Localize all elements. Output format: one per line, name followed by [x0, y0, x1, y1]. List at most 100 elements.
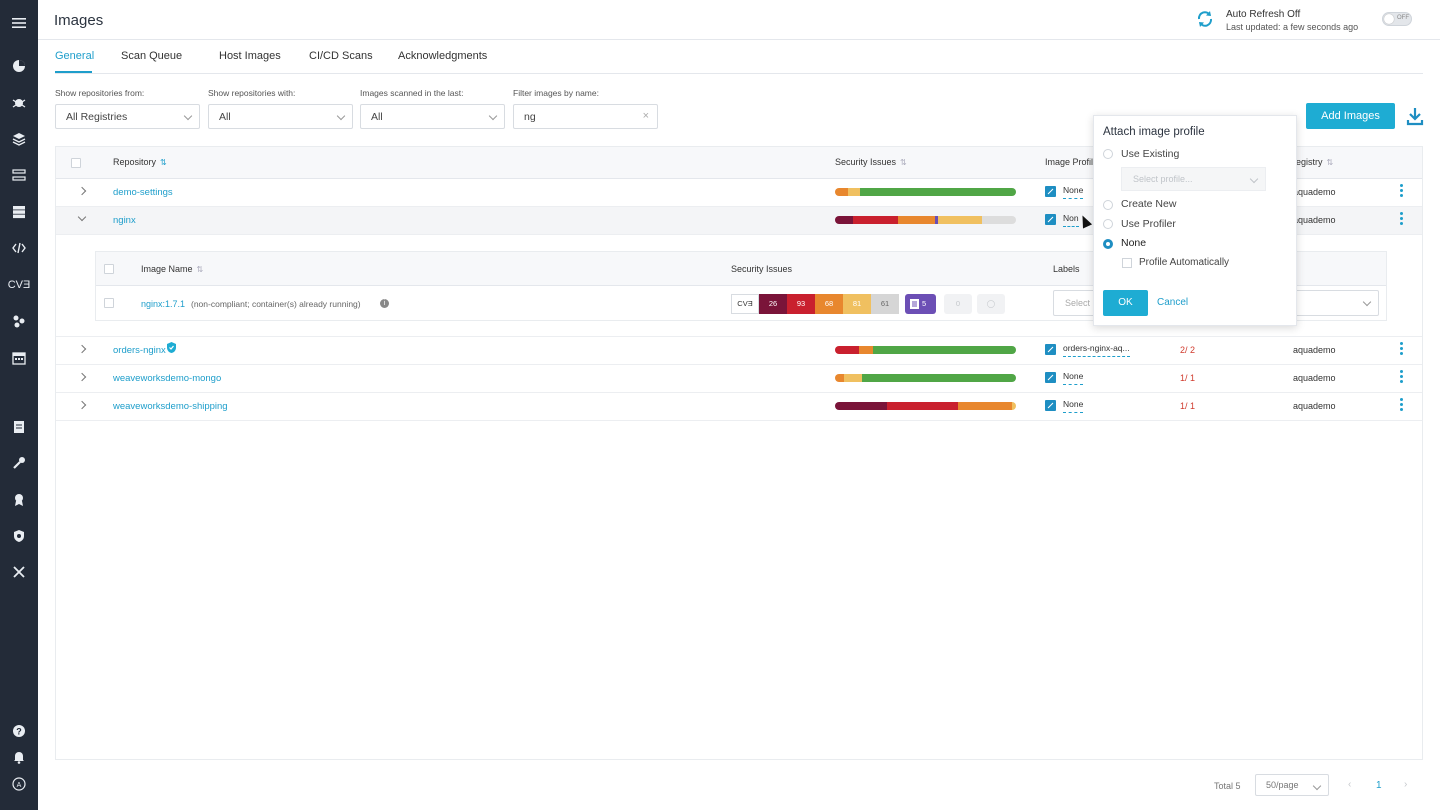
server-icon[interactable]: [9, 202, 29, 222]
registry-select[interactable]: All Registries: [55, 104, 200, 129]
scanned-period-select[interactable]: All: [360, 104, 505, 129]
add-images-button[interactable]: Add Images: [1306, 103, 1395, 129]
select-all-checkbox[interactable]: [71, 158, 81, 168]
code-icon[interactable]: [9, 238, 29, 258]
column-image-name[interactable]: Image Name ⇅: [141, 264, 203, 274]
download-icon[interactable]: [1406, 106, 1424, 126]
tab-acknowledgments[interactable]: Acknowledgments: [398, 50, 488, 62]
user-icon[interactable]: A: [9, 774, 29, 794]
layers-icon[interactable]: [9, 129, 29, 149]
repository-link[interactable]: weaveworksdemo-shipping: [113, 401, 228, 412]
calendar-icon[interactable]: [9, 348, 29, 368]
security-issues-bar: [835, 374, 1016, 382]
more-actions-icon[interactable]: [1400, 184, 1404, 200]
image-name-filter-input[interactable]: ng ×: [513, 104, 658, 129]
more-actions-icon[interactable]: [1400, 398, 1404, 414]
edit-icon[interactable]: [1045, 186, 1056, 197]
bell-icon[interactable]: [9, 747, 29, 767]
column-security-issues[interactable]: Security Issues ⇅: [835, 157, 907, 167]
table-row[interactable]: orders-nginx orders-nginx-aq... 2/ 2 aqu…: [56, 337, 1422, 365]
table-row[interactable]: demo-settings None aquademo: [56, 179, 1422, 207]
registry-value: aquademo: [1293, 345, 1336, 355]
repository-link[interactable]: orders-nginx: [113, 345, 166, 356]
tab-cicd-scans[interactable]: CI/CD Scans: [309, 50, 373, 62]
column-registry[interactable]: egistry ⇅: [1296, 157, 1333, 167]
tab-scan-queue[interactable]: Scan Queue: [121, 50, 183, 62]
page-number-button[interactable]: 1: [1376, 780, 1382, 791]
page-size-select[interactable]: 50/page: [1255, 774, 1329, 796]
edit-icon[interactable]: [1045, 372, 1056, 383]
chevron-right-icon[interactable]: [77, 344, 87, 354]
sort-icon[interactable]: ⇅: [1326, 158, 1334, 167]
image-profile-value[interactable]: None: [1063, 371, 1084, 385]
more-actions-icon[interactable]: [1400, 342, 1404, 358]
chevron-right-icon[interactable]: [77, 400, 87, 410]
use-existing-label[interactable]: Use Existing: [1121, 148, 1180, 160]
repositories-with-value: All: [219, 111, 231, 123]
cve-icon[interactable]: CVƎ: [7, 279, 31, 291]
tools-icon[interactable]: [9, 562, 29, 582]
severity-segment: [958, 402, 1013, 410]
tab-general[interactable]: General: [55, 50, 95, 62]
bug-icon[interactable]: [9, 92, 29, 112]
edit-icon[interactable]: [1045, 214, 1056, 225]
ribbon-icon[interactable]: [9, 490, 29, 510]
edit-icon[interactable]: [1045, 344, 1056, 355]
profile-automatically-label[interactable]: Profile Automatically: [1139, 257, 1230, 268]
image-profile-value[interactable]: None: [1063, 185, 1084, 199]
sort-icon[interactable]: ⇅: [160, 158, 167, 167]
more-actions-icon[interactable]: [1400, 212, 1404, 228]
column-image-security-issues: Security Issues: [731, 264, 793, 274]
column-image-profile[interactable]: Image Profil: [1045, 157, 1094, 167]
sort-icon[interactable]: ⇅: [900, 158, 907, 167]
none-label[interactable]: None: [1121, 237, 1147, 249]
more-actions-icon[interactable]: [1400, 370, 1404, 386]
registry-select-value: All Registries: [66, 111, 128, 123]
image-name-link[interactable]: nginx:1.7.1: [141, 299, 186, 309]
none-radio[interactable]: [1103, 239, 1113, 249]
dashboard-icon[interactable]: [9, 56, 29, 76]
chevron-down-icon[interactable]: [77, 212, 87, 222]
cancel-button[interactable]: Cancel: [1157, 297, 1189, 308]
refresh-icon[interactable]: [1196, 10, 1214, 28]
previous-page-button[interactable]: ‹: [1348, 779, 1352, 790]
ok-button[interactable]: OK: [1103, 290, 1148, 316]
menu-icon[interactable]: [9, 13, 29, 33]
graph-icon[interactable]: [9, 311, 29, 331]
use-profiler-label[interactable]: Use Profiler: [1121, 218, 1176, 230]
use-existing-radio[interactable]: [1103, 149, 1113, 159]
use-profiler-radio[interactable]: [1103, 219, 1113, 229]
wrench-icon[interactable]: [9, 453, 29, 473]
table-row[interactable]: weaveworksdemo-mongo None 1/ 1 aquademo: [56, 365, 1422, 393]
table-row[interactable]: weaveworksdemo-shipping None 1/ 1 aquade…: [56, 393, 1422, 421]
repository-link[interactable]: demo-settings: [113, 187, 173, 198]
create-new-label[interactable]: Create New: [1121, 198, 1177, 210]
profile-automatically-checkbox[interactable]: [1122, 258, 1132, 268]
chevron-right-icon[interactable]: [77, 186, 87, 196]
shield-icon[interactable]: [9, 526, 29, 546]
auto-refresh-status: Auto Refresh Off: [1226, 9, 1301, 20]
image-profile-value[interactable]: orders-nginx-aq...: [1063, 343, 1130, 357]
clear-icon[interactable]: ×: [642, 110, 649, 122]
select-all-images-checkbox[interactable]: [104, 264, 114, 274]
create-new-radio[interactable]: [1103, 200, 1113, 210]
image-row-checkbox[interactable]: [104, 298, 114, 308]
transfer-icon[interactable]: [9, 165, 29, 185]
auto-refresh-toggle[interactable]: OFF: [1382, 12, 1412, 26]
chevron-down-icon: [183, 111, 193, 121]
help-icon[interactable]: ?: [9, 721, 29, 741]
repository-link[interactable]: nginx: [113, 215, 136, 226]
chevron-right-icon[interactable]: [77, 372, 87, 382]
image-profile-value[interactable]: Non: [1063, 213, 1079, 227]
repositories-with-select[interactable]: All: [208, 104, 353, 129]
policy-icon[interactable]: [9, 417, 29, 437]
cve-badge: CVƎ: [731, 294, 759, 314]
image-profile-value[interactable]: None: [1063, 399, 1084, 413]
column-repository[interactable]: Repository ⇅: [113, 157, 167, 167]
info-icon[interactable]: i: [380, 299, 389, 308]
edit-icon[interactable]: [1045, 400, 1056, 411]
next-page-button[interactable]: ›: [1404, 779, 1408, 790]
tab-host-images[interactable]: Host Images: [219, 50, 281, 62]
sort-icon[interactable]: ⇅: [196, 265, 204, 274]
repository-link[interactable]: weaveworksdemo-mongo: [113, 373, 222, 384]
